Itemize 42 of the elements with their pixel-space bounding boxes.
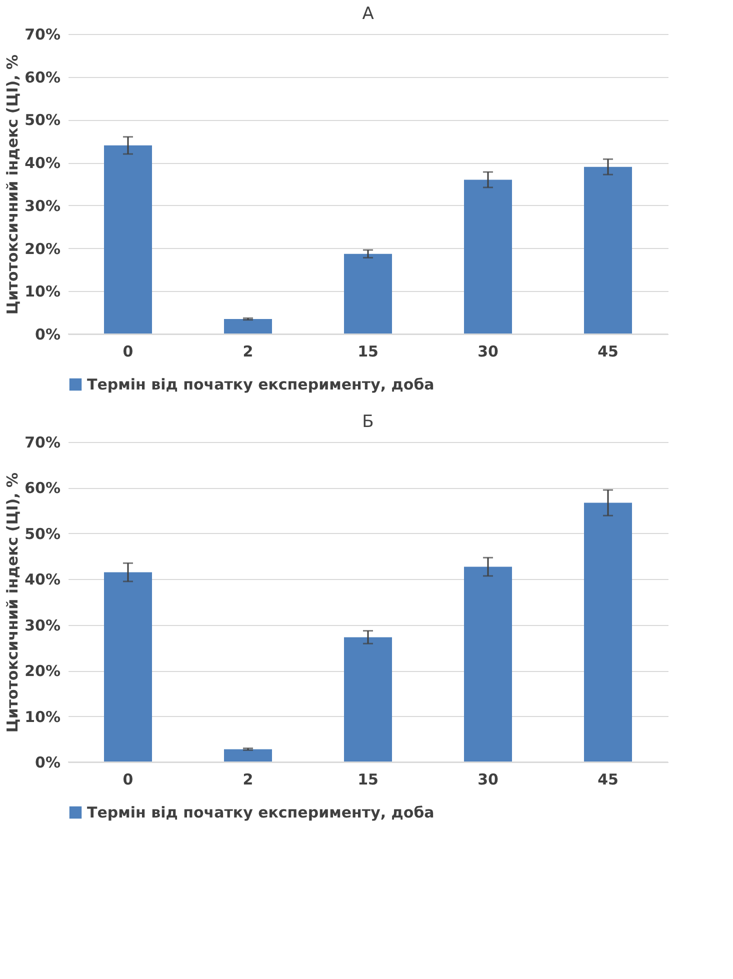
- y-tick-label: 40%: [24, 570, 60, 589]
- chart-title: Б: [362, 412, 374, 432]
- x-tick-label: 2: [242, 342, 254, 360]
- legend-label: Термін від початку експерименту, доба: [87, 804, 434, 822]
- bar: [224, 749, 272, 762]
- y-tick-label: 60%: [24, 479, 60, 498]
- y-tick-label: 20%: [24, 240, 60, 258]
- y-tick-label: 20%: [24, 662, 60, 680]
- y-tick-label: 70%: [24, 26, 60, 44]
- y-tick-label: 70%: [24, 434, 60, 452]
- x-tick-label: 15: [358, 770, 378, 788]
- x-tick-label: 45: [598, 770, 618, 788]
- bar: [464, 180, 512, 334]
- y-tick-label: 60%: [24, 68, 60, 86]
- bar: [344, 254, 392, 334]
- bar: [464, 566, 512, 762]
- x-tick-label: 30: [478, 342, 498, 360]
- chart-title: А: [362, 4, 374, 24]
- bar: [104, 145, 152, 334]
- y-axis-title: Цитотоксичний індекс (ЦІ), %: [4, 54, 22, 315]
- x-tick-label: 45: [598, 342, 618, 360]
- legend-label: Термін від початку експерименту, доба: [87, 376, 434, 394]
- y-axis-title: Цитотоксичний індекс (ЦІ), %: [4, 472, 22, 733]
- y-tick-label: 10%: [24, 282, 60, 301]
- y-tick-label: 0%: [35, 326, 60, 344]
- y-tick-label: 50%: [24, 524, 60, 543]
- x-tick-label: 0: [122, 342, 134, 360]
- bar: [584, 502, 632, 762]
- y-tick-label: 10%: [24, 708, 60, 726]
- y-tick-label: 40%: [24, 154, 60, 172]
- y-tick-label: 0%: [35, 754, 60, 772]
- bar: [224, 319, 272, 334]
- y-tick-label: 50%: [24, 111, 60, 130]
- bar: [584, 166, 632, 334]
- x-tick-label: 15: [358, 342, 378, 360]
- x-tick-label: 0: [122, 770, 134, 788]
- x-tick-label: 2: [242, 770, 254, 788]
- y-tick-label: 30%: [24, 616, 60, 634]
- bar: [104, 572, 152, 762]
- x-tick-label: 30: [478, 770, 498, 788]
- y-tick-label: 30%: [24, 196, 60, 215]
- bar: [344, 637, 392, 762]
